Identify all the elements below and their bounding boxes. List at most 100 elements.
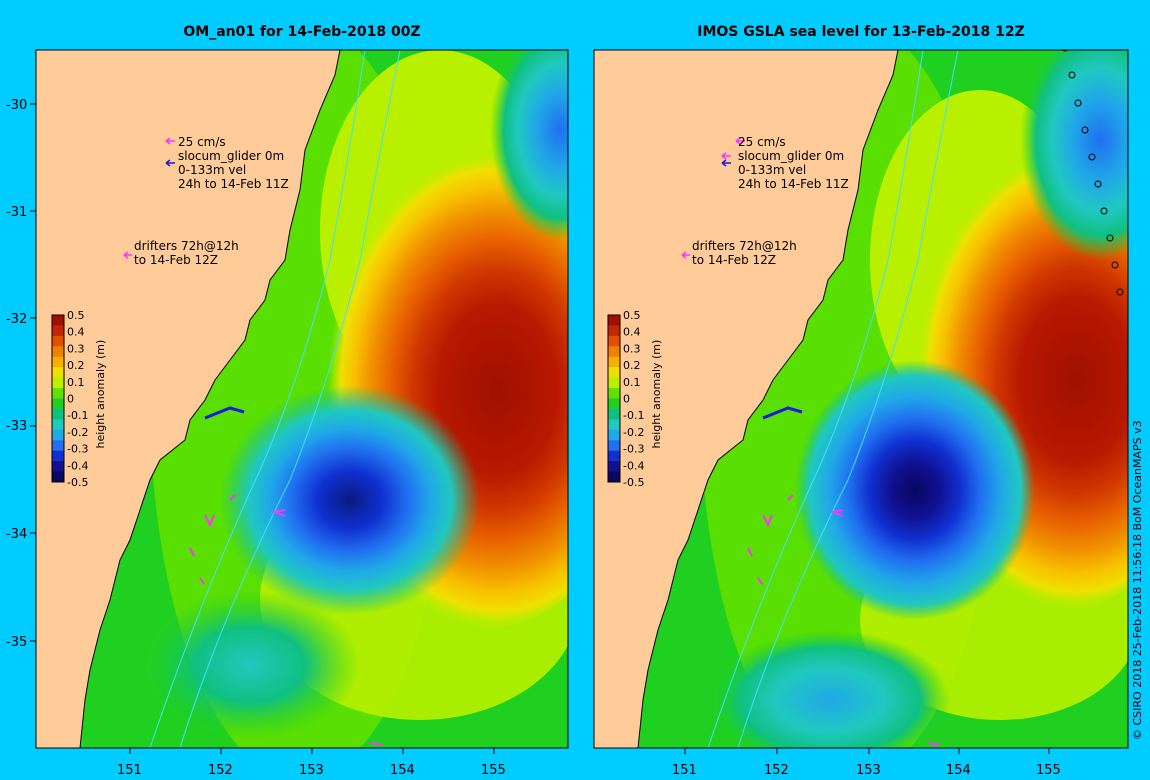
- right-colorbar-tick: -0.1: [623, 409, 644, 422]
- right-colorbar-label: height anomaly (m): [650, 340, 663, 449]
- left-colorbar-tick: -0.5: [67, 476, 88, 489]
- left-colorbar-swatch: [52, 429, 64, 441]
- right-colorbar-tick: 0.3: [623, 342, 641, 355]
- svg-text:155: 155: [1036, 763, 1061, 778]
- left-colorbar-tick: 0.3: [67, 342, 85, 355]
- left-colorbar: 0.5 0.4 0.3 0.2 0.1 0 -0.1 -0.2 -0.3 -0.4 -0.5 heig…: [51, 309, 107, 489]
- cold-core-eddy: [795, 360, 1035, 620]
- left-colorbar-swatch: [52, 346, 64, 358]
- svg-text:151: 151: [117, 763, 142, 778]
- svg-text:154: 154: [946, 763, 971, 778]
- left-colorbar-tick: -0.4: [67, 459, 88, 472]
- right-colorbar-swatch: [608, 335, 620, 347]
- glider-track: [204, 406, 245, 420]
- left-colorbar-swatch: [52, 471, 64, 483]
- left-colorbar-tick: 0.1: [67, 376, 85, 389]
- svg-text:151: 151: [672, 763, 697, 778]
- right-legend-vel-1: 25 cm/s: [738, 135, 786, 149]
- right-colorbar-swatch: [608, 325, 620, 337]
- altimeter-track-points: [1062, 50, 1124, 296]
- right-colorbar: 0.5 0.4 0.3 0.2 0.1 0 -0.1 -0.2 -0.3 -0.4 -0.5 heig…: [607, 309, 663, 489]
- right-colorbar-swatch: [608, 315, 620, 326]
- right-colorbar-swatch: [608, 377, 620, 389]
- right-colorbar-tick: 0.1: [623, 376, 641, 389]
- left-panel-title: OM_an01 for 14-Feb-2018 00Z: [183, 24, 421, 40]
- right-map: 25 cm/s slocum_glider 0m 0-133m vel 24h …: [594, 50, 1128, 748]
- left-colorbar-swatch: [52, 408, 64, 420]
- svg-text:153: 153: [856, 763, 881, 778]
- right-colorbar-frame: [607, 314, 621, 483]
- right-legend-vel-3: 0-133m vel: [738, 163, 806, 177]
- left-colorbar-swatch: [52, 398, 64, 410]
- svg-text:152: 152: [208, 763, 233, 778]
- right-legend-vel-4: 24h to 14-Feb 11Z: [738, 177, 849, 191]
- cold-core-eddy: [220, 385, 480, 615]
- svg-text:152: 152: [764, 763, 789, 778]
- left-legend-drifters-1: drifters 72h@12h: [134, 239, 239, 253]
- svg-text:-35: -35: [6, 635, 27, 650]
- left-colorbar-tick: 0.5: [67, 309, 85, 322]
- right-colorbar-swatch: [608, 419, 620, 431]
- left-colorbar-tick: 0: [67, 393, 74, 406]
- left-colorbar-label: height anomaly (m): [94, 340, 107, 449]
- right-legend-drifters-2: to 14-Feb 12Z: [692, 253, 776, 267]
- right-colorbar-tick: 0.5: [623, 309, 641, 322]
- left-colorbar-swatch: [52, 450, 64, 462]
- right-colorbar-swatch: [608, 471, 620, 483]
- svg-text:-31: -31: [6, 205, 27, 220]
- right-colorbar-swatch: [608, 429, 620, 441]
- left-legend-drifters-2: to 14-Feb 12Z: [134, 253, 218, 267]
- left-legend-vel-1: 25 cm/s: [178, 135, 226, 149]
- left-lon-axis: 151 152 153 154 155: [117, 748, 506, 778]
- left-colorbar-swatch: [52, 325, 64, 337]
- left-legend-vel-2: slocum_glider 0m: [178, 149, 284, 163]
- right-colorbar-swatch: [608, 356, 620, 368]
- left-map: 25 cm/s slocum_glider 0m 0-133m vel 24h …: [36, 50, 568, 748]
- left-colorbar-swatch: [52, 461, 64, 473]
- right-colorbar-swatch: [608, 461, 620, 473]
- svg-text:-32: -32: [6, 312, 27, 327]
- right-colorbar-tick: -0.4: [623, 459, 644, 472]
- left-colorbar-swatch: [52, 440, 64, 452]
- right-legend-vel-2: slocum_glider 0m: [738, 149, 844, 163]
- right-colorbar-tick: -0.5: [623, 476, 644, 489]
- right-legend-drifters-1: drifters 72h@12h: [692, 239, 797, 253]
- right-colorbar-swatch: [608, 450, 620, 462]
- left-colorbar-tick: -0.2: [67, 426, 88, 439]
- land-area: [594, 50, 898, 748]
- right-colorbar-swatch: [608, 388, 620, 399]
- left-colorbar-swatch: [52, 419, 64, 431]
- svg-text:-33: -33: [6, 419, 27, 434]
- right-colorbar-swatch: [608, 440, 620, 452]
- svg-text:154: 154: [390, 763, 415, 778]
- svg-text:153: 153: [299, 763, 324, 778]
- left-colorbar-swatch: [52, 335, 64, 347]
- credit-text: © CSIRO 2018 25-Feb-2018 11:56:18 BoM Oc…: [1131, 420, 1144, 740]
- left-colorbar-swatch: [52, 315, 64, 326]
- drifter-arrows: [189, 494, 383, 746]
- right-colorbar-swatch: [608, 346, 620, 358]
- left-colorbar-swatch: [52, 367, 64, 379]
- left-colorbar-tick: 0.4: [67, 326, 85, 339]
- svg-text:155: 155: [481, 763, 506, 778]
- left-colorbar-tick: -0.3: [67, 443, 88, 456]
- right-colorbar-swatch: [608, 367, 620, 379]
- left-colorbar-swatch: [52, 388, 64, 399]
- svg-text:-34: -34: [6, 527, 27, 542]
- lat-axis: -30 -31 -32 -33 -34 -35: [6, 98, 36, 650]
- land-area: [36, 50, 340, 748]
- left-colorbar-swatch: [52, 356, 64, 368]
- right-lon-axis: 151 152 153 154 155: [672, 748, 1061, 778]
- left-colorbar-tick: -0.1: [67, 409, 88, 422]
- glider-track: [762, 406, 803, 420]
- right-colorbar-swatch: [608, 398, 620, 410]
- right-colorbar-tick: -0.3: [623, 443, 644, 456]
- left-legend-vel-4: 24h to 14-Feb 11Z: [178, 177, 289, 191]
- left-legend-vel-3: 0-133m vel: [178, 163, 246, 177]
- drifter-arrows: [747, 494, 941, 746]
- right-colorbar-tick: -0.2: [623, 426, 644, 439]
- right-colorbar-tick: 0.2: [623, 359, 641, 372]
- right-panel-title: IMOS GSLA sea level for 13-Feb-2018 12Z: [697, 24, 1025, 40]
- right-colorbar-tick: 0: [623, 393, 630, 406]
